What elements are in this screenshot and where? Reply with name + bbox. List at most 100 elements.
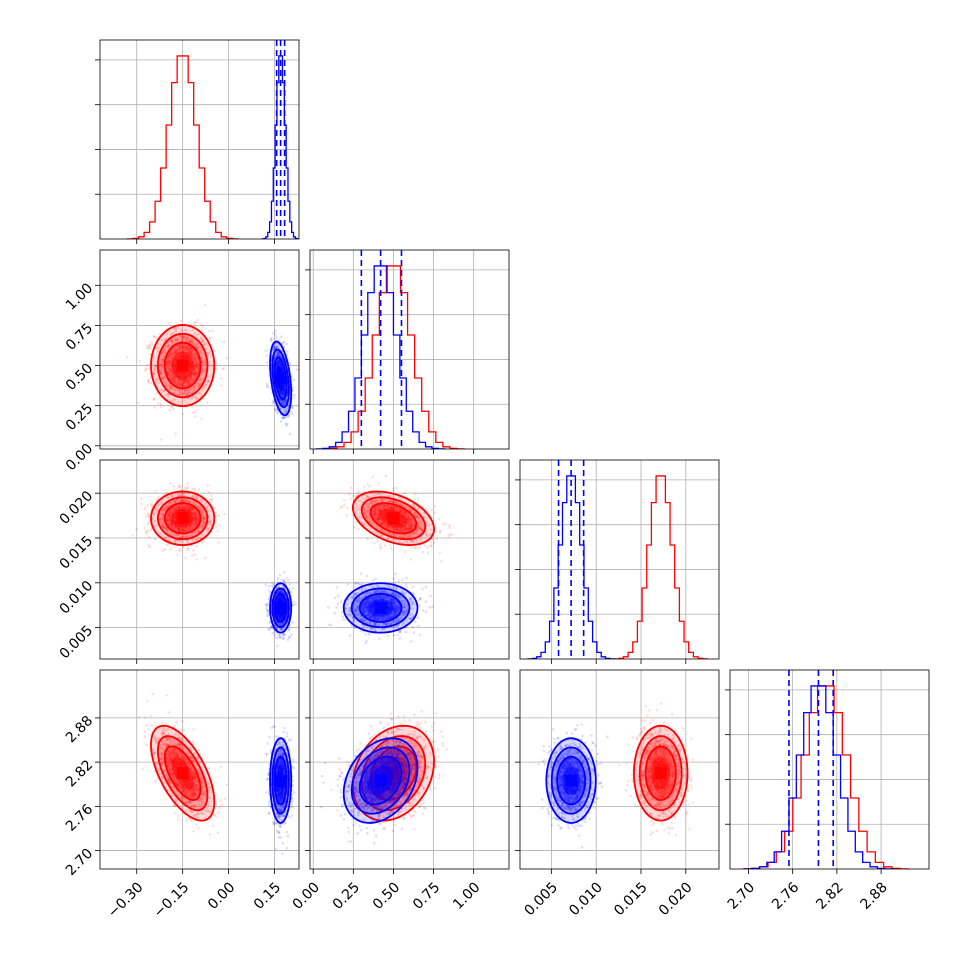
sample-point (195, 372, 198, 375)
sample-point (187, 397, 190, 400)
sample-point (160, 359, 164, 362)
sample-point (265, 382, 269, 386)
sample-point (202, 363, 206, 366)
sample-point (189, 339, 192, 342)
sample-point (178, 344, 182, 347)
sample-point (161, 360, 164, 363)
sample-point (161, 358, 165, 361)
sample-point (180, 347, 183, 351)
sample-point (200, 378, 204, 382)
sample-point (287, 578, 290, 582)
sample-point (199, 337, 203, 340)
sample-point (158, 332, 162, 336)
sample-point (200, 329, 204, 332)
sample-point (189, 349, 193, 353)
sample-point (194, 365, 197, 369)
sample-point (191, 328, 194, 332)
sample-point (185, 379, 188, 383)
sample-point (209, 494, 213, 498)
sample-point (173, 380, 176, 384)
sample-point (161, 358, 165, 362)
sample-point (194, 343, 198, 346)
sample-point (196, 318, 199, 322)
sample-point (169, 371, 173, 374)
sample-point (169, 350, 173, 354)
sample-point (276, 410, 280, 414)
sample-point (153, 335, 156, 339)
sample-point (189, 339, 193, 343)
sample-point (162, 377, 166, 380)
sample-point (290, 412, 294, 416)
sample-point (166, 371, 170, 375)
sample-point (281, 416, 285, 420)
sample-point (169, 368, 173, 372)
sample-point (193, 343, 196, 346)
sample-point (178, 392, 182, 395)
sample-point (171, 355, 174, 359)
sample-point (168, 373, 171, 376)
sample-point (165, 382, 169, 386)
sample-point (193, 386, 197, 390)
sample-point (170, 380, 174, 383)
sample-point (181, 382, 184, 385)
sample-point (206, 380, 209, 383)
sample-point (188, 376, 192, 380)
sample-point (183, 381, 186, 384)
sample-point (287, 414, 291, 418)
sample-point (180, 379, 183, 383)
sample-point (152, 372, 155, 376)
sample-point (174, 336, 178, 340)
sample-point (158, 358, 162, 361)
sample-point (176, 337, 179, 341)
sample-point (186, 380, 190, 383)
sample-point (152, 368, 156, 371)
sample-point (147, 367, 151, 370)
sample-point (173, 376, 177, 379)
sample-point (156, 350, 160, 353)
sample-point (192, 337, 195, 341)
sample-point (195, 343, 198, 346)
sample-point (165, 361, 169, 365)
sample-point (294, 602, 297, 606)
sample-point (162, 376, 166, 380)
sample-point (194, 364, 197, 367)
sample-point (178, 344, 181, 348)
sample-point (190, 347, 193, 351)
sample-point (164, 380, 167, 384)
sample-point (183, 391, 187, 395)
sample-point (162, 349, 165, 352)
sample-point (161, 357, 164, 361)
sample-point (288, 432, 292, 436)
sample-point (187, 379, 190, 382)
sample-point (170, 340, 174, 343)
sample-point (167, 383, 171, 387)
sample-point (196, 361, 199, 365)
sample-point (279, 399, 282, 402)
sample-point (167, 343, 171, 347)
sample-point (187, 383, 190, 386)
sample-point (198, 383, 201, 387)
sample-point (192, 356, 196, 359)
sample-point (192, 342, 196, 346)
sample-point (180, 400, 184, 403)
sample-point (144, 515, 148, 518)
sample-point (187, 347, 191, 351)
sample-point (187, 351, 191, 354)
sample-point (176, 338, 180, 341)
sample-point (170, 377, 174, 380)
sample-point (159, 372, 162, 376)
sample-point (185, 335, 189, 338)
sample-point (282, 636, 285, 640)
sample-point (160, 360, 163, 364)
sample-point (170, 386, 174, 390)
sample-point (282, 392, 286, 396)
sample-point (188, 377, 191, 381)
sample-point (169, 361, 172, 365)
sample-point (201, 340, 205, 343)
sample-point (153, 538, 157, 541)
sample-point (173, 380, 177, 383)
sample-point (146, 346, 149, 350)
sample-point (207, 360, 211, 364)
sample-point (195, 366, 198, 370)
sample-point (185, 338, 189, 342)
